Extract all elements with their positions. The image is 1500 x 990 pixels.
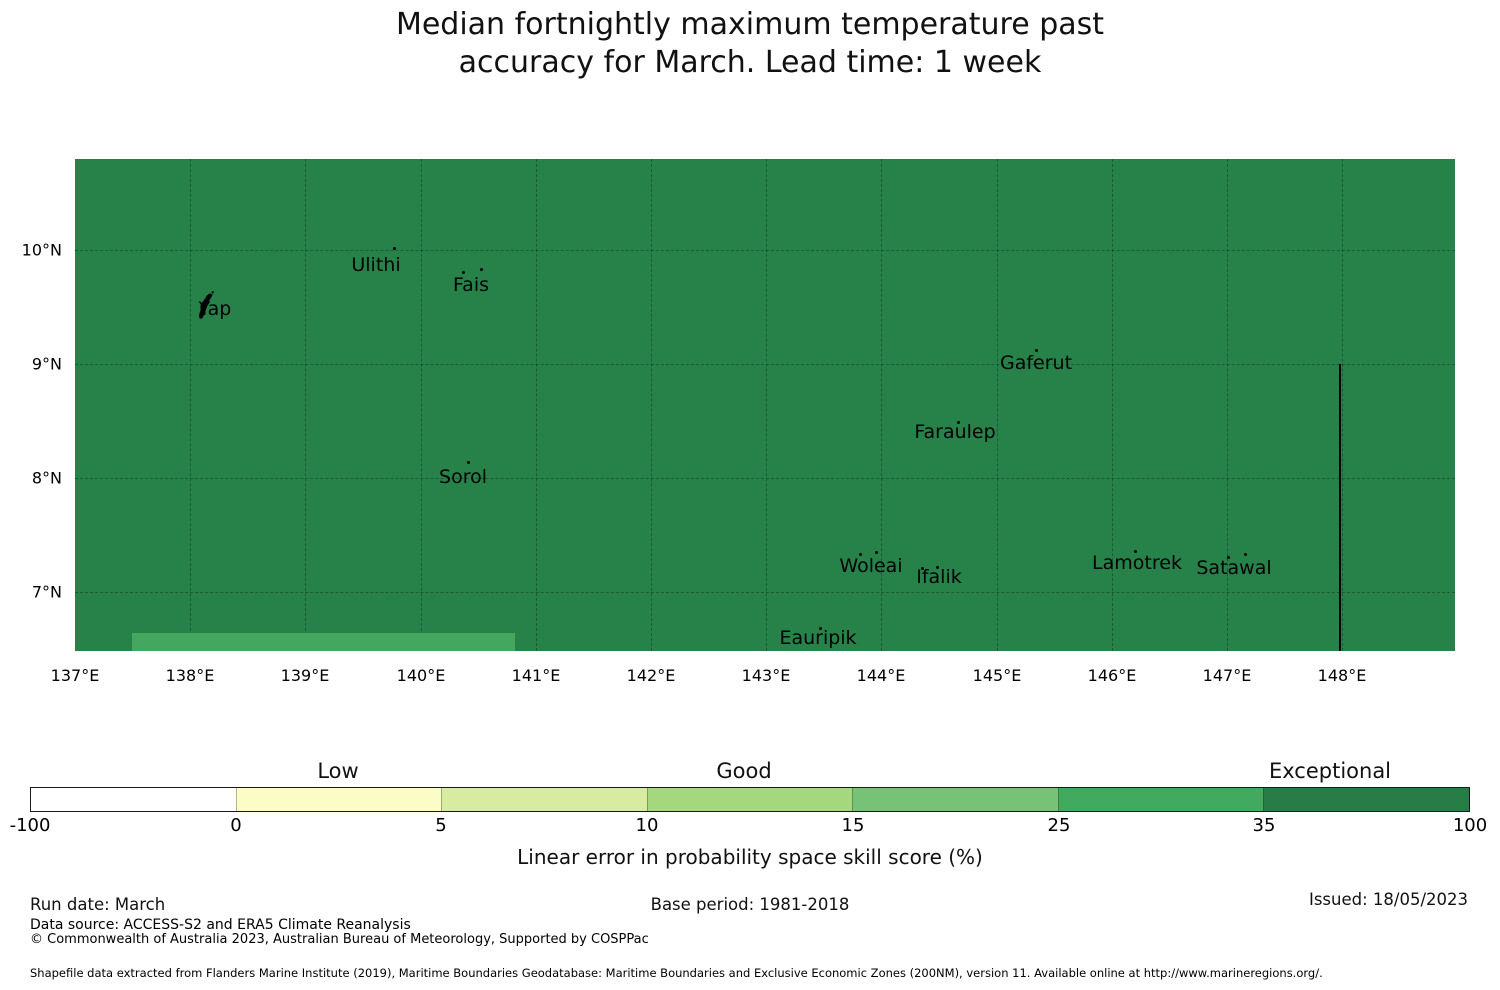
- island-dot: [936, 566, 939, 569]
- figure-title-line1: Median fortnightly maximum temperature p…: [395, 7, 1105, 42]
- colorbar-segment: [852, 788, 1058, 811]
- x-tick-143e: 143°E: [741, 666, 791, 685]
- island-label-ifalik: Ifalik: [916, 566, 962, 588]
- y-tick-10n: 10°N: [21, 240, 62, 260]
- x-tick-137e: 137°E: [50, 666, 100, 685]
- gridline-vertical: [1342, 159, 1343, 651]
- colorbar-tick: 100: [1452, 815, 1488, 836]
- colorbar-tick: 0: [230, 815, 242, 836]
- gridline-vertical: [1227, 159, 1228, 651]
- island-dot: [859, 553, 862, 556]
- island-label-fais: Fais: [452, 274, 490, 296]
- island-dot: [957, 421, 960, 424]
- x-tick-141e: 141°E: [511, 666, 561, 685]
- x-tick-142e: 142°E: [626, 666, 676, 685]
- island-label-gaferut: Gaferut: [999, 352, 1073, 374]
- island-dot: [921, 567, 924, 570]
- colorbar-tick: -100: [9, 815, 51, 836]
- skill-region-25-35: [132, 633, 515, 651]
- island-label-woleai: Woleai: [839, 555, 903, 577]
- gridline-vertical: [881, 159, 882, 651]
- x-tick-145e: 145°E: [972, 666, 1022, 685]
- gridline-horizontal: [75, 250, 1455, 251]
- x-tick-147e: 147°E: [1202, 666, 1252, 685]
- colorbar-tick: 35: [1252, 815, 1276, 836]
- data-source-text: Data source: ACCESS-S2 and ERA5 Climate …: [30, 917, 411, 933]
- colorbar-tick: 10: [635, 815, 659, 836]
- island-dot: [819, 627, 822, 630]
- colorbar: [30, 787, 1470, 812]
- copyright-text: © Commonwealth of Australia 2023, Austra…: [30, 932, 649, 947]
- colorbar-segment: [1057, 788, 1264, 811]
- x-tick-148e: 148°E: [1317, 666, 1367, 685]
- island-dot: [462, 271, 465, 274]
- figure-title-line2: accuracy for March. Lead time: 1 week: [458, 45, 1042, 80]
- colorbar-segment: [31, 788, 236, 811]
- island-label-satawal: Satawal: [1196, 557, 1272, 579]
- gridline-vertical: [1112, 159, 1113, 651]
- gridline-horizontal: [75, 592, 1455, 593]
- colorbar-segment: [1263, 788, 1470, 811]
- island-dot: [393, 247, 396, 250]
- x-tick-146e: 146°E: [1087, 666, 1137, 685]
- colorbar-tick: 5: [435, 815, 447, 836]
- colorbar-segment: [235, 788, 442, 811]
- y-tick-7n: 7°N: [31, 582, 62, 602]
- colorbar-tick: 15: [841, 815, 865, 836]
- eez-boundary-line: [1339, 364, 1341, 651]
- gridline-vertical: [651, 159, 652, 651]
- colorbar-category-low: Low: [317, 759, 359, 783]
- island-dot: [1134, 550, 1137, 553]
- island-label-ulithi: Ulithi: [351, 254, 401, 276]
- island-dot: [875, 551, 878, 554]
- shapefile-attribution-text: Shapefile data extracted from Flanders M…: [30, 966, 1323, 980]
- y-tick-8n: 8°N: [31, 468, 62, 488]
- island-label-lamotrek: Lamotrek: [1092, 552, 1182, 574]
- colorbar-tick: 25: [1047, 815, 1071, 836]
- colorbar-segment: [441, 788, 647, 811]
- gridline-horizontal: [75, 478, 1455, 479]
- map-plot-area: Yap Ulithi Fais Sorol Gaferut Faraulep W…: [75, 159, 1455, 651]
- y-tick-9n: 9°N: [31, 354, 62, 374]
- island-dot: [480, 268, 483, 271]
- island-label-yap: Yap: [198, 298, 232, 320]
- run-date-text: Run date: March: [30, 895, 166, 914]
- colorbar-axis-label: Linear error in probability space skill …: [517, 845, 983, 869]
- colorbar-segment: [646, 788, 853, 811]
- figure-title: Median fortnightly maximum temperature p…: [0, 6, 1500, 82]
- gridline-vertical: [536, 159, 537, 651]
- island-dot: [467, 461, 470, 464]
- gridline-horizontal: [75, 364, 1455, 365]
- gridline-vertical: [305, 159, 306, 651]
- x-tick-144e: 144°E: [856, 666, 906, 685]
- gridline-vertical: [766, 159, 767, 651]
- island-label-faraulep: Faraulep: [914, 421, 996, 443]
- island-dot: [1035, 349, 1038, 352]
- gridline-vertical: [421, 159, 422, 651]
- x-tick-140e: 140°E: [396, 666, 446, 685]
- colorbar-category-exceptional: Exceptional: [1268, 759, 1392, 783]
- island-dot: [1227, 556, 1230, 559]
- base-period-text: Base period: 1981-2018: [650, 895, 850, 914]
- colorbar-category-good: Good: [716, 759, 772, 783]
- gridline-vertical: [997, 159, 998, 651]
- island-dot: [1244, 553, 1247, 556]
- island-label-eauripik: Eauripik: [779, 627, 857, 649]
- gridline-vertical: [190, 159, 191, 651]
- x-tick-138e: 138°E: [165, 666, 215, 685]
- yap-island-shape-icon: [198, 291, 214, 319]
- issued-date-text: Issued: 18/05/2023: [1308, 890, 1468, 909]
- island-label-sorol: Sorol: [439, 466, 487, 488]
- x-tick-139e: 139°E: [280, 666, 330, 685]
